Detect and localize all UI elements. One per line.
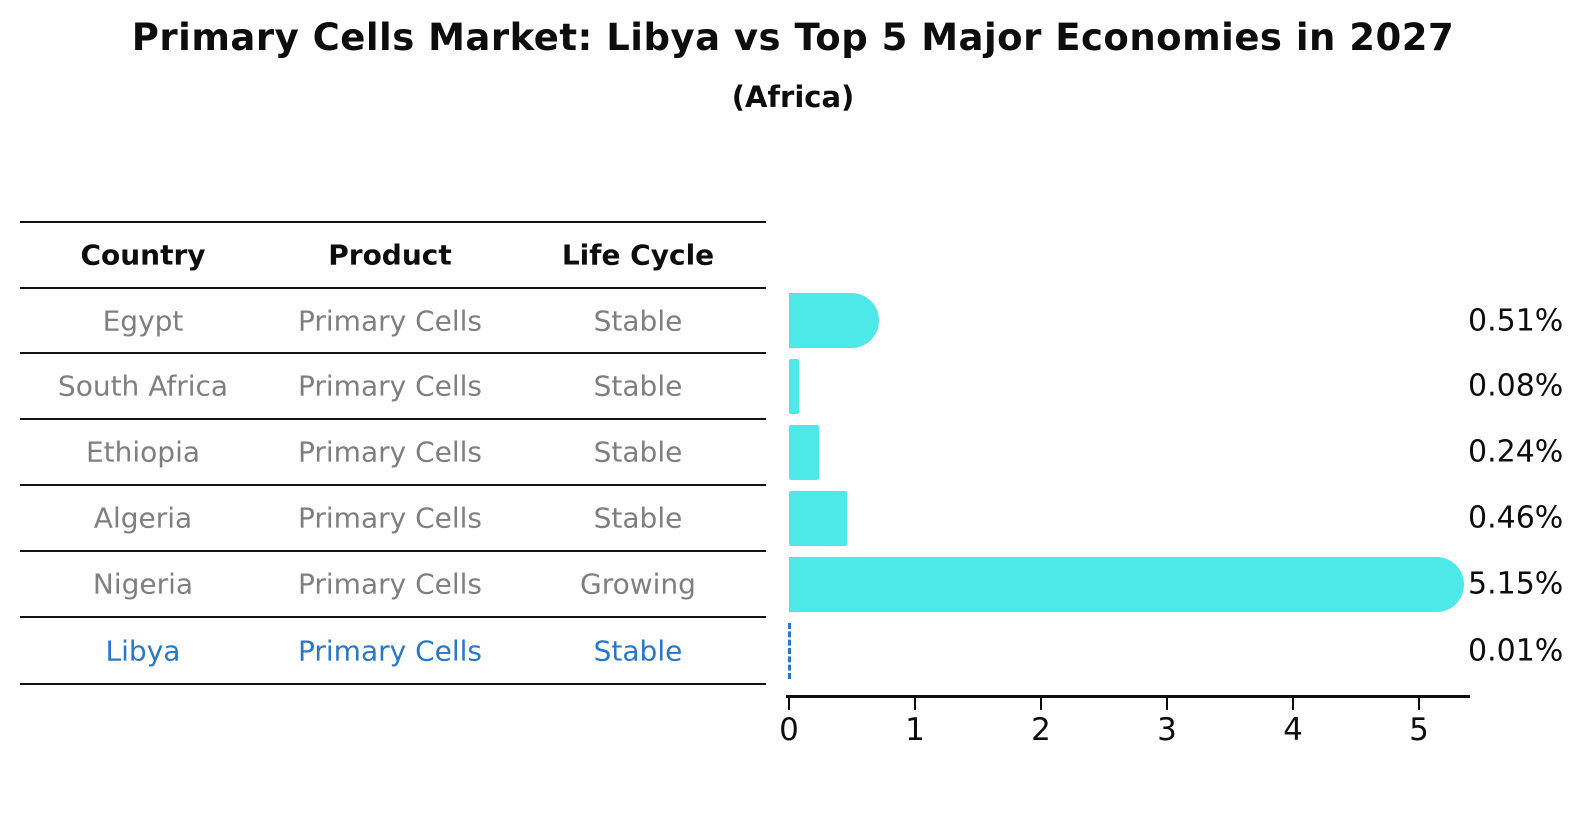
- value-label-nigeria: 5.15%: [1468, 566, 1564, 602]
- table-rule: [20, 550, 766, 553]
- x-tick-label-4: 4: [1283, 712, 1303, 748]
- column-header-country: Country: [80, 238, 206, 272]
- value-label-algeria: 0.46%: [1468, 500, 1564, 536]
- table-rule: [20, 287, 766, 290]
- table-cell-country-algeria: Algeria: [93, 501, 193, 535]
- bar-nigeria: [789, 556, 1464, 612]
- table-cell-country-ethiopia: Ethiopia: [85, 435, 201, 469]
- x-tick: [787, 698, 791, 710]
- x-tick-label-0: 0: [779, 712, 799, 748]
- table-cell-life-cycle-south-africa: Stable: [593, 369, 683, 403]
- x-tick: [1417, 698, 1421, 710]
- chart-subtitle: (Africa): [731, 80, 855, 114]
- column-header-product: Product: [328, 238, 452, 272]
- bar-egypt: [789, 293, 879, 348]
- value-label-egypt: 0.51%: [1468, 303, 1564, 338]
- table-cell-product-egypt: Primary Cells: [297, 304, 483, 337]
- table-rule: [20, 616, 766, 619]
- table-cell-product-libya: Primary Cells: [297, 634, 483, 667]
- value-label-ethiopia: 0.24%: [1468, 434, 1564, 470]
- bar-south-africa: [789, 358, 799, 414]
- x-tick-label-3: 3: [1157, 712, 1177, 748]
- table-cell-life-cycle-nigeria: Growing: [580, 567, 696, 601]
- chart-title: Primary Cells Market: Libya vs Top 5 Maj…: [131, 16, 1455, 59]
- table-top-rule: [20, 221, 766, 224]
- table-cell-product-ethiopia: Primary Cells: [297, 435, 483, 469]
- table-cell-product-south-africa: Primary Cells: [297, 369, 483, 403]
- x-tick: [1165, 698, 1169, 710]
- table-cell-product-algeria: Primary Cells: [297, 501, 483, 535]
- table-cell-life-cycle-algeria: Stable: [593, 501, 683, 535]
- highlight-dashed-marker-libya: [788, 622, 791, 679]
- x-tick: [1291, 698, 1295, 710]
- bar-algeria: [789, 490, 847, 546]
- x-tick: [1039, 698, 1043, 710]
- bar-ethiopia: [789, 424, 819, 480]
- table-rule: [20, 352, 766, 355]
- value-label-libya: 0.01%: [1468, 633, 1564, 668]
- table-cell-life-cycle-egypt: Stable: [593, 304, 683, 337]
- column-header-life-cycle: Life Cycle: [561, 238, 715, 272]
- x-tick-label-1: 1: [905, 712, 925, 748]
- table-cell-country-south-africa: South Africa: [57, 369, 229, 403]
- x-tick: [913, 698, 917, 710]
- x-axis-line: [786, 695, 1470, 698]
- x-tick-label-5: 5: [1409, 712, 1429, 748]
- table-cell-country-egypt: Egypt: [102, 304, 184, 337]
- value-label-south-africa: 0.08%: [1468, 368, 1564, 404]
- table-cell-life-cycle-libya: Stable: [593, 634, 683, 667]
- table-rule: [20, 418, 766, 421]
- table-cell-country-libya: Libya: [105, 634, 181, 667]
- table-bottom-rule: [20, 683, 766, 686]
- table-cell-life-cycle-ethiopia: Stable: [593, 435, 683, 469]
- table-cell-product-nigeria: Primary Cells: [297, 567, 483, 601]
- table-cell-country-nigeria: Nigeria: [92, 567, 194, 601]
- x-tick-label-2: 2: [1031, 712, 1051, 748]
- table-rule: [20, 484, 766, 487]
